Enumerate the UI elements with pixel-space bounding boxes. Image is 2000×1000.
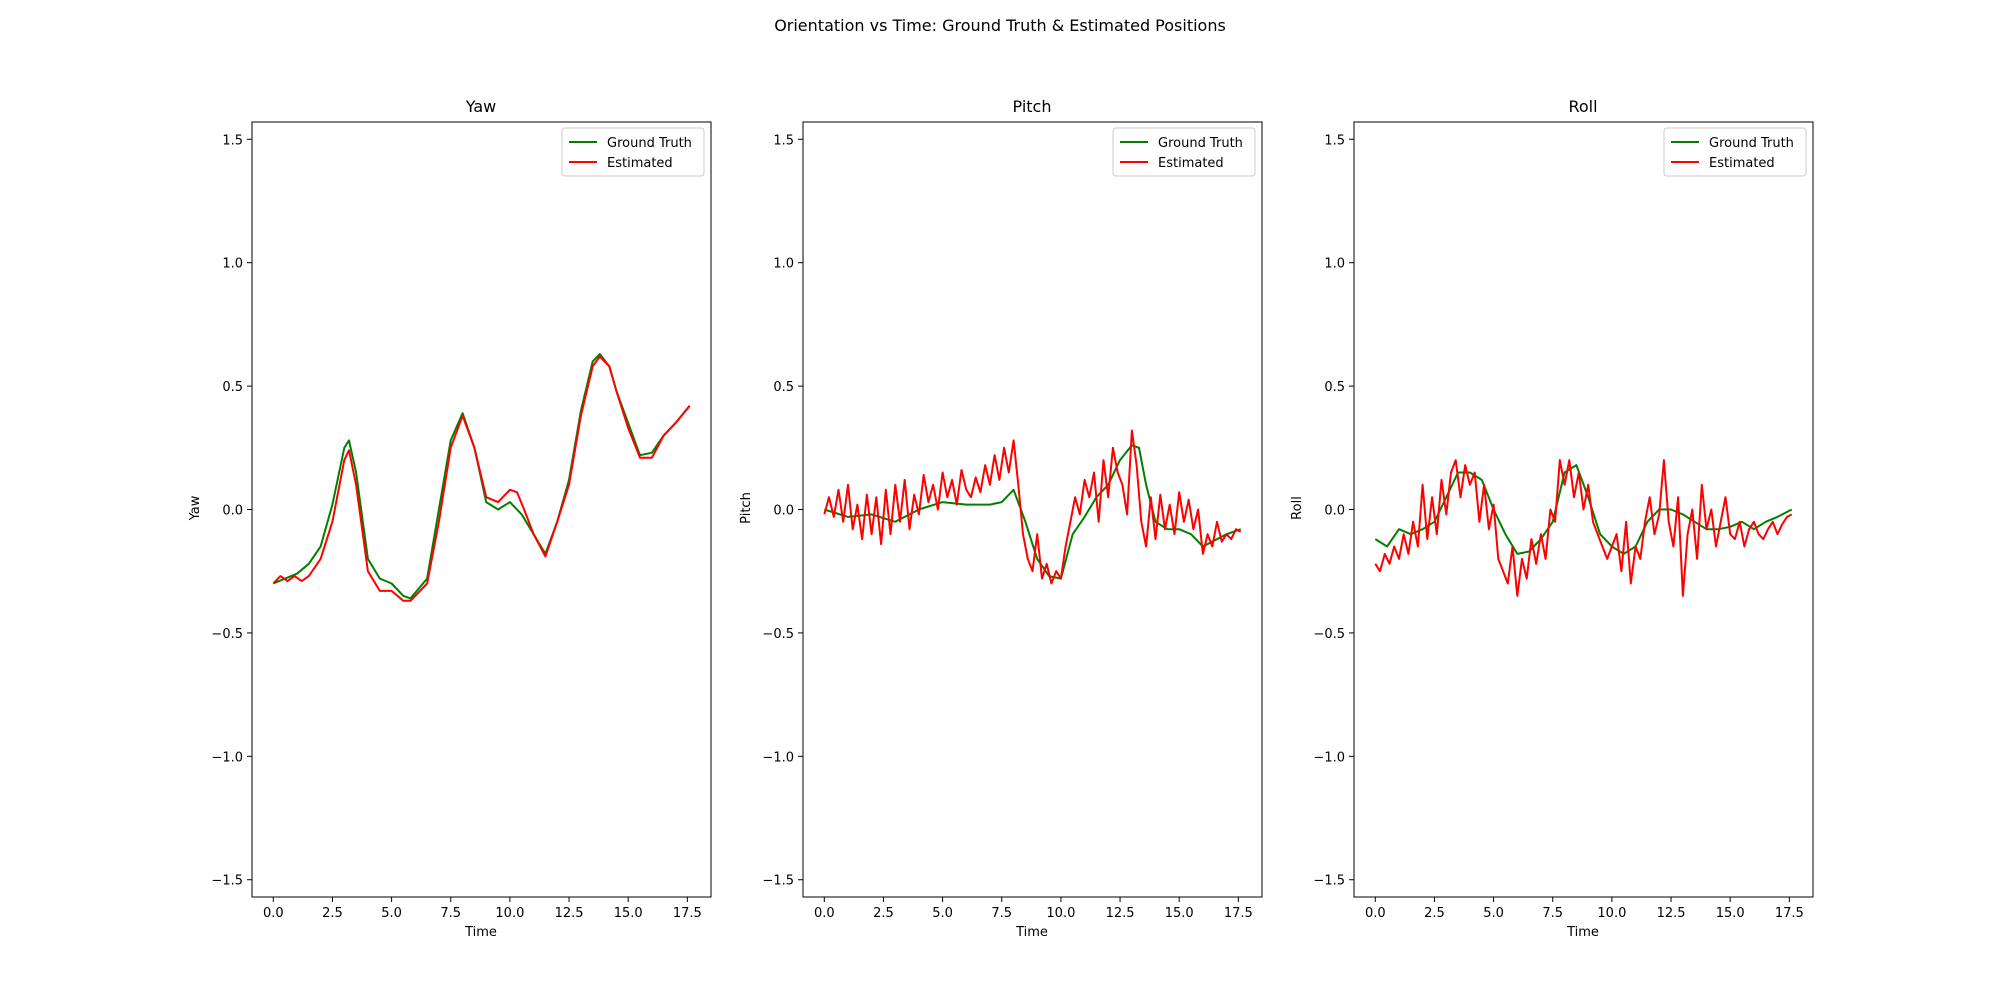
pitch-legend-estimated-label: Estimated [1158, 156, 1224, 171]
yaw-xtick-label: 5.0 [381, 906, 402, 921]
roll-xtick-label: 2.5 [1424, 906, 1445, 921]
roll-title: Roll [1568, 97, 1597, 116]
yaw-xtick-label: 10.0 [495, 906, 524, 921]
yaw-xtick-label: 0.0 [263, 906, 284, 921]
yaw-xtick-label: 15.0 [614, 906, 643, 921]
pitch-xtick-label: 0.0 [814, 906, 835, 921]
pitch-xtick-label: 2.5 [873, 906, 894, 921]
pitch-xtick-label: 15.0 [1165, 906, 1194, 921]
roll-xtick-label: 5.0 [1483, 906, 1504, 921]
pitch-xtick-label: 12.5 [1106, 906, 1135, 921]
pitch-xlabel: Time [1015, 925, 1048, 940]
pitch-ylabel: Pitch [739, 492, 754, 524]
pitch-xtick-label: 5.0 [932, 906, 953, 921]
roll-xtick-label: 7.5 [1542, 906, 1563, 921]
roll-legend-estimated-label: Estimated [1709, 156, 1775, 171]
roll-ytick-label: 0.0 [1324, 504, 1345, 519]
roll-xtick-label: 0.0 [1365, 906, 1386, 921]
yaw-xtick-label: 7.5 [440, 906, 461, 921]
roll-legend-ground-truth-label: Ground Truth [1709, 136, 1794, 151]
pitch-series-ground-truth-line [824, 444, 1242, 580]
figure-title: Orientation vs Time: Ground Truth & Esti… [774, 16, 1226, 35]
roll-series-estimated-line [1374, 459, 1793, 597]
roll-xtick-label: 12.5 [1657, 906, 1686, 921]
yaw-ytick-label: 0.0 [222, 504, 243, 519]
pitch-xtick-label: 7.5 [991, 906, 1012, 921]
roll-ylabel: Roll [1290, 496, 1305, 520]
pitch-title: Pitch [1013, 97, 1052, 116]
yaw-ytick-label: 0.5 [222, 380, 243, 395]
pitch-legend-ground-truth-label: Ground Truth [1158, 136, 1243, 151]
yaw-xlabel: Time [464, 925, 497, 940]
roll-ytick-label: 0.5 [1324, 380, 1345, 395]
roll-xtick-label: 10.0 [1597, 906, 1626, 921]
yaw-panel: Yaw Time Yaw 0.0 2.5 5.0 7.5 10.0 12.5 15.0 17.… [188, 97, 712, 940]
roll-xtick-label: 17.5 [1775, 906, 1804, 921]
yaw-xtick-label: 12.5 [555, 906, 584, 921]
pitch-ytick-label: 1.0 [773, 257, 794, 272]
yaw-ylabel: Yaw [188, 495, 203, 521]
roll-ytick-label: 1.5 [1324, 133, 1345, 148]
yaw-xtick-label: 2.5 [322, 906, 343, 921]
yaw-ytick-label: −1.5 [211, 874, 243, 889]
roll-xtick-label: 15.0 [1716, 906, 1745, 921]
roll-ytick-label: 1.0 [1324, 257, 1345, 272]
roll-legend-box [1663, 127, 1807, 177]
yaw-ytick-label: −1.0 [211, 750, 243, 765]
roll-ytick-label: −1.5 [1313, 874, 1345, 889]
roll-ytick-label: −0.5 [1313, 627, 1345, 642]
yaw-title: Yaw [465, 97, 496, 116]
yaw-series-estimated-line [272, 355, 691, 602]
pitch-legend-box [1112, 127, 1256, 177]
pitch-xtick-label: 17.5 [1224, 906, 1253, 921]
pitch-xtick-label: 10.0 [1046, 906, 1075, 921]
yaw-legend-ground-truth-label: Ground Truth [607, 136, 692, 151]
pitch-ytick-label: −0.5 [762, 627, 794, 642]
yaw-legend-estimated-label: Estimated [607, 156, 673, 171]
pitch-panel: Pitch Time Pitch 0.0 2.5 5.0 7.5 10.0 12.5 15.… [739, 97, 1263, 940]
yaw-ytick-label: −0.5 [211, 627, 243, 642]
yaw-legend-box [561, 127, 705, 177]
roll-ytick-label: −1.0 [1313, 750, 1345, 765]
yaw-ytick-label: 1.0 [222, 257, 243, 272]
pitch-ytick-label: −1.5 [762, 874, 794, 889]
pitch-ytick-label: 0.5 [773, 380, 794, 395]
pitch-ytick-label: 1.5 [773, 133, 794, 148]
pitch-ytick-label: −1.0 [762, 750, 794, 765]
roll-panel: Roll Time Roll 0.0 2.5 5.0 7.5 10.0 12.5 15.0 1… [1290, 97, 1814, 940]
roll-xlabel: Time [1566, 925, 1599, 940]
yaw-xtick-label: 17.5 [673, 906, 702, 921]
yaw-ytick-label: 1.5 [222, 133, 243, 148]
pitch-series-estimated-line [823, 429, 1242, 585]
pitch-ytick-label: 0.0 [773, 504, 794, 519]
